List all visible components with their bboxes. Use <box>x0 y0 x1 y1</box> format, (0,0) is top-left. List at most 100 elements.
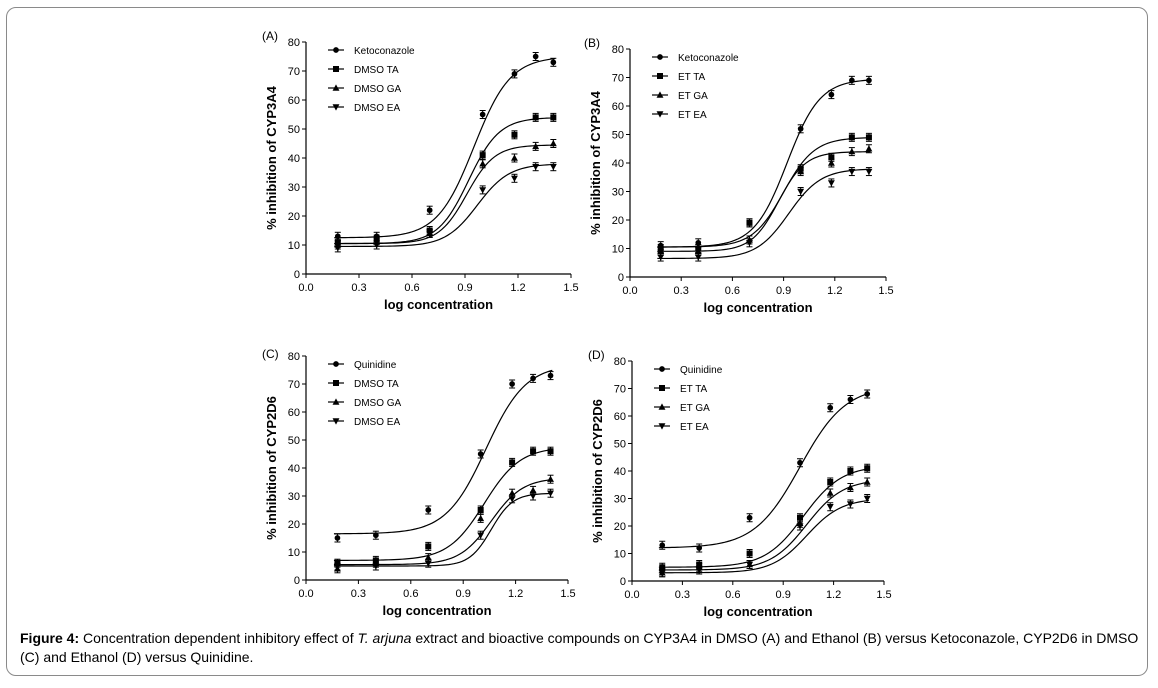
data-point-circle <box>849 77 855 84</box>
x-tick-label: 0.9 <box>456 588 471 600</box>
legend-marker-triangle-up <box>658 403 666 410</box>
legend-marker-circle <box>659 366 665 372</box>
y-tick-label: 80 <box>288 37 300 49</box>
data-point-square <box>746 219 753 226</box>
x-axis-title: log concentration <box>384 297 493 312</box>
legend-marker-triangle-down <box>658 423 666 430</box>
fit-curve-circle <box>334 58 556 239</box>
data-point-triangle-up <box>694 247 702 255</box>
data-point-square <box>479 152 486 159</box>
data-point-triangle-up <box>477 514 485 522</box>
legend-marker-square <box>659 385 665 391</box>
fit-curve-square <box>657 137 871 248</box>
y-tick-label: 30 <box>288 182 300 194</box>
x-tick-label: 0.0 <box>298 282 313 294</box>
x-tick-label: 0.3 <box>351 282 366 294</box>
legend-label: DMSO GA <box>354 84 402 95</box>
data-point-triangle-down <box>511 175 518 182</box>
data-point-circle <box>477 451 484 457</box>
y-tick-label: 70 <box>288 66 300 78</box>
data-point-triangle-down <box>333 563 341 570</box>
data-point-square <box>530 448 537 455</box>
legend-marker-square <box>657 73 663 79</box>
y-tick-label: 0 <box>618 272 624 284</box>
y-tick-label: 80 <box>288 351 300 363</box>
y-tick-label: 40 <box>614 466 626 478</box>
legend-marker-triangle-down <box>656 111 664 118</box>
y-tick-label: 40 <box>612 158 624 170</box>
legend-label: DMSO TA <box>354 65 399 76</box>
data-point-triangle-up <box>511 154 518 161</box>
data-point-square <box>532 114 539 121</box>
figure-panels: (A) 0 10 20 30 40 50 60 70 80 0.0 0.3 0.6 0.9 1.2 1.5 lo… <box>262 29 894 619</box>
fit-curve-triangle-down <box>334 163 556 248</box>
data-point-circle <box>659 542 666 549</box>
figure-caption: Figure 4: Concentration dependent inhibi… <box>20 629 1142 667</box>
data-point-square <box>425 543 432 550</box>
data-point-triangle-down <box>373 242 381 249</box>
y-tick-label: 0 <box>294 575 300 587</box>
data-point-circle <box>509 381 515 387</box>
y-axis-title: % inhibition of CYP2D6 <box>264 396 279 540</box>
data-point-square <box>509 459 516 466</box>
data-point-square <box>848 134 855 141</box>
y-tick-label: 80 <box>612 44 624 56</box>
fit-curve-square <box>334 117 556 245</box>
x-tick-label: 0.0 <box>622 285 637 297</box>
x-tick-label: 0.3 <box>674 285 689 297</box>
y-tick-label: 20 <box>288 211 300 223</box>
data-point-circle <box>550 59 557 66</box>
legend-marker-square <box>333 66 339 72</box>
data-point-square <box>797 514 803 521</box>
y-tick-label: 60 <box>612 101 624 113</box>
data-point-triangle-down <box>547 490 554 497</box>
data-point-triangle-down <box>508 496 516 503</box>
data-point-circle <box>797 125 804 132</box>
y-tick-label: 10 <box>614 549 626 561</box>
legend-marker-circle <box>333 47 339 53</box>
legend-label: ET EA <box>680 422 709 433</box>
data-point-square <box>827 479 834 485</box>
data-point-triangle-down <box>846 501 854 508</box>
panel-label: (A) <box>262 29 278 43</box>
data-point-circle <box>425 507 432 513</box>
y-tick-label: 10 <box>288 240 300 252</box>
x-tick-label: 0.0 <box>624 589 639 601</box>
data-point-triangle-down <box>532 164 540 171</box>
legend-marker-triangle-up <box>332 398 340 405</box>
data-point-circle <box>746 514 753 521</box>
data-point-triangle-down <box>372 563 380 570</box>
fit-curve-circle <box>658 392 870 549</box>
legend-label: ET EA <box>678 110 707 121</box>
data-point-square <box>547 448 554 455</box>
y-tick-label: 80 <box>614 356 626 368</box>
data-point-circle <box>696 545 703 551</box>
data-point-circle <box>511 71 518 77</box>
y-tick-label: 50 <box>612 130 624 142</box>
data-point-circle <box>334 535 341 541</box>
legend-label: DMSO EA <box>354 103 400 114</box>
data-point-triangle-up <box>657 247 665 255</box>
data-point-triangle-down <box>477 532 485 539</box>
fit-curve-circle <box>657 79 871 248</box>
x-tick-label: 0.3 <box>675 589 690 601</box>
data-point-triangle-up <box>863 478 871 485</box>
data-point-triangle-up <box>532 142 540 150</box>
x-tick-label: 0.9 <box>776 285 791 297</box>
fit-curve-square <box>658 468 869 568</box>
data-point-triangle-down <box>863 495 871 503</box>
legend-label: Quinidine <box>354 360 397 371</box>
data-point-circle <box>847 396 854 403</box>
y-tick-label: 0 <box>294 269 300 281</box>
x-tick-label: 1.2 <box>826 589 841 601</box>
data-point-circle <box>530 375 536 382</box>
fit-curve-triangle-up <box>334 144 556 245</box>
data-point-square <box>477 507 484 513</box>
data-point-triangle-down <box>657 254 665 261</box>
legend-label: ET TA <box>678 72 706 83</box>
x-tick-label: 0.3 <box>351 588 366 600</box>
data-point-triangle-down <box>695 567 703 574</box>
data-point-triangle-up <box>549 139 557 147</box>
data-point-triangle-down <box>529 493 537 500</box>
data-point-triangle-down <box>658 570 666 577</box>
